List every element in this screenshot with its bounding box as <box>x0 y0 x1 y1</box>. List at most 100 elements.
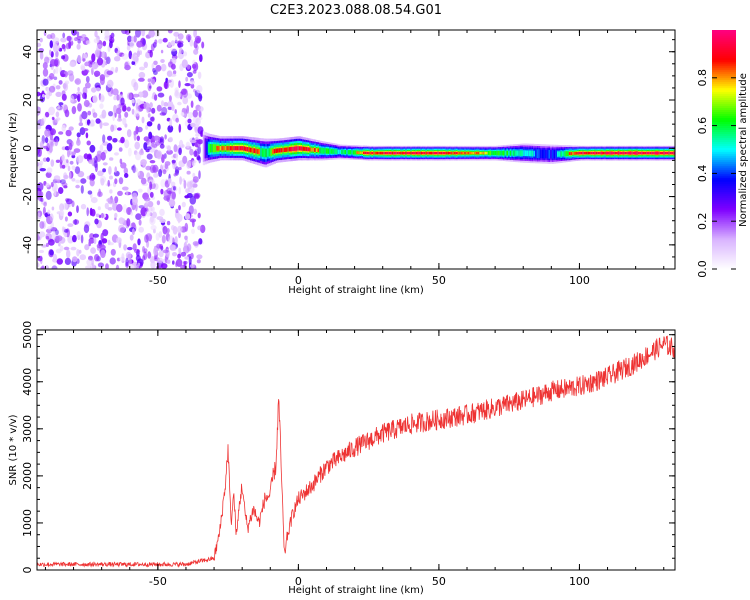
noise-blob <box>94 254 100 262</box>
signal-cell <box>304 146 307 151</box>
noise-blob <box>166 187 173 194</box>
spectrogram-x-tick-label: 100 <box>569 274 590 287</box>
noise-blob <box>38 249 45 254</box>
signal-cell <box>587 151 590 155</box>
noise-blob <box>193 30 197 38</box>
noise-blob <box>201 41 205 49</box>
noise-blob <box>102 229 109 237</box>
signal-cell <box>395 151 398 155</box>
noise-blob <box>104 202 109 210</box>
noise-blob <box>74 166 81 175</box>
noise-blob <box>186 93 192 99</box>
noise-blob <box>196 259 201 264</box>
noise-blob <box>62 83 67 89</box>
colorbar-segment <box>712 223 736 226</box>
colorbar-segment <box>712 177 736 180</box>
noise-blob <box>126 45 131 51</box>
noise-blob <box>72 256 78 263</box>
noise-blob <box>143 136 150 142</box>
noise-blob <box>112 138 118 143</box>
signal-cell <box>388 151 391 155</box>
signal-cell <box>219 146 222 151</box>
noise-blob <box>186 243 192 252</box>
signal-cell <box>514 150 518 156</box>
spectrogram-x-axis-label: Height of straight line (km) <box>288 285 424 296</box>
noise-blob <box>139 149 144 156</box>
noise-blob <box>108 242 114 246</box>
noise-blob <box>49 73 55 80</box>
noise-blob <box>177 42 184 48</box>
noise-blob <box>52 83 56 90</box>
colorbar-segment <box>712 153 736 156</box>
signal-cell <box>540 149 543 159</box>
spectrogram-y-tick-label: 20 <box>21 93 34 107</box>
noise-blob <box>42 206 46 216</box>
signal-cell <box>516 150 519 156</box>
noise-blob <box>183 242 187 249</box>
noise-blob <box>48 106 55 116</box>
noise-blob <box>167 30 173 34</box>
noise-blob <box>67 223 74 228</box>
noise-blob <box>119 227 125 233</box>
noise-blob <box>186 72 193 78</box>
signal-cell <box>499 150 502 156</box>
colorbar-segment <box>712 255 736 258</box>
noise-blob <box>61 164 66 169</box>
noise-blob <box>178 80 181 88</box>
noise-blob <box>180 251 187 257</box>
noise-blob <box>159 243 164 250</box>
signal-cell <box>477 151 480 155</box>
signal-cell <box>661 151 664 155</box>
noise-blob <box>43 201 47 207</box>
noise-blob <box>61 226 65 232</box>
noise-blob <box>50 159 55 167</box>
noise-blob <box>173 144 178 153</box>
noise-blob <box>186 181 193 190</box>
signal-cell <box>560 151 563 157</box>
noise-blob <box>37 212 41 218</box>
noise-blob <box>168 199 176 207</box>
noise-blob <box>196 37 201 44</box>
colorbar-segment <box>712 87 736 91</box>
noise-blob <box>101 51 106 59</box>
noise-blob <box>175 258 183 267</box>
signal-cell <box>669 151 673 155</box>
noise-blob <box>190 122 196 128</box>
noise-blob <box>82 128 89 132</box>
signal-cell <box>422 151 425 155</box>
noise-blob <box>63 174 69 180</box>
signal-cell <box>504 150 507 156</box>
noise-blob <box>163 189 170 199</box>
noise-blob <box>121 30 128 35</box>
noise-blob <box>108 111 114 117</box>
signal-cell <box>604 151 607 155</box>
colorbar-segment <box>712 137 736 140</box>
colorbar-segment <box>712 103 736 107</box>
signal-cell <box>307 147 310 152</box>
noise-blob <box>39 221 45 229</box>
signal-cell <box>626 151 629 155</box>
noise-blob <box>140 177 147 185</box>
signal-cell <box>298 146 302 151</box>
signal-cell <box>646 151 649 155</box>
noise-blob <box>132 93 140 98</box>
spectrogram-panel: -50 0 50 100 -40 -20 0 20 40 Height of straight … <box>8 29 676 296</box>
signal-cell <box>423 151 426 155</box>
signal-cell <box>354 150 357 155</box>
noise-blob <box>156 86 163 92</box>
noise-blob <box>61 55 66 60</box>
noise-blob <box>72 234 77 243</box>
signal-cell <box>663 151 666 155</box>
noise-blob <box>133 132 137 141</box>
noise-blob <box>162 169 167 175</box>
signal-cell <box>545 149 548 159</box>
signal-cell <box>600 151 604 155</box>
signal-cell <box>302 146 305 151</box>
noise-blob <box>112 112 115 121</box>
noise-blob <box>59 203 65 212</box>
signal-cell <box>396 151 400 155</box>
noise-blob <box>186 170 191 175</box>
signal-cell <box>538 149 541 159</box>
noise-blob <box>53 187 57 197</box>
noise-blob <box>159 143 165 149</box>
